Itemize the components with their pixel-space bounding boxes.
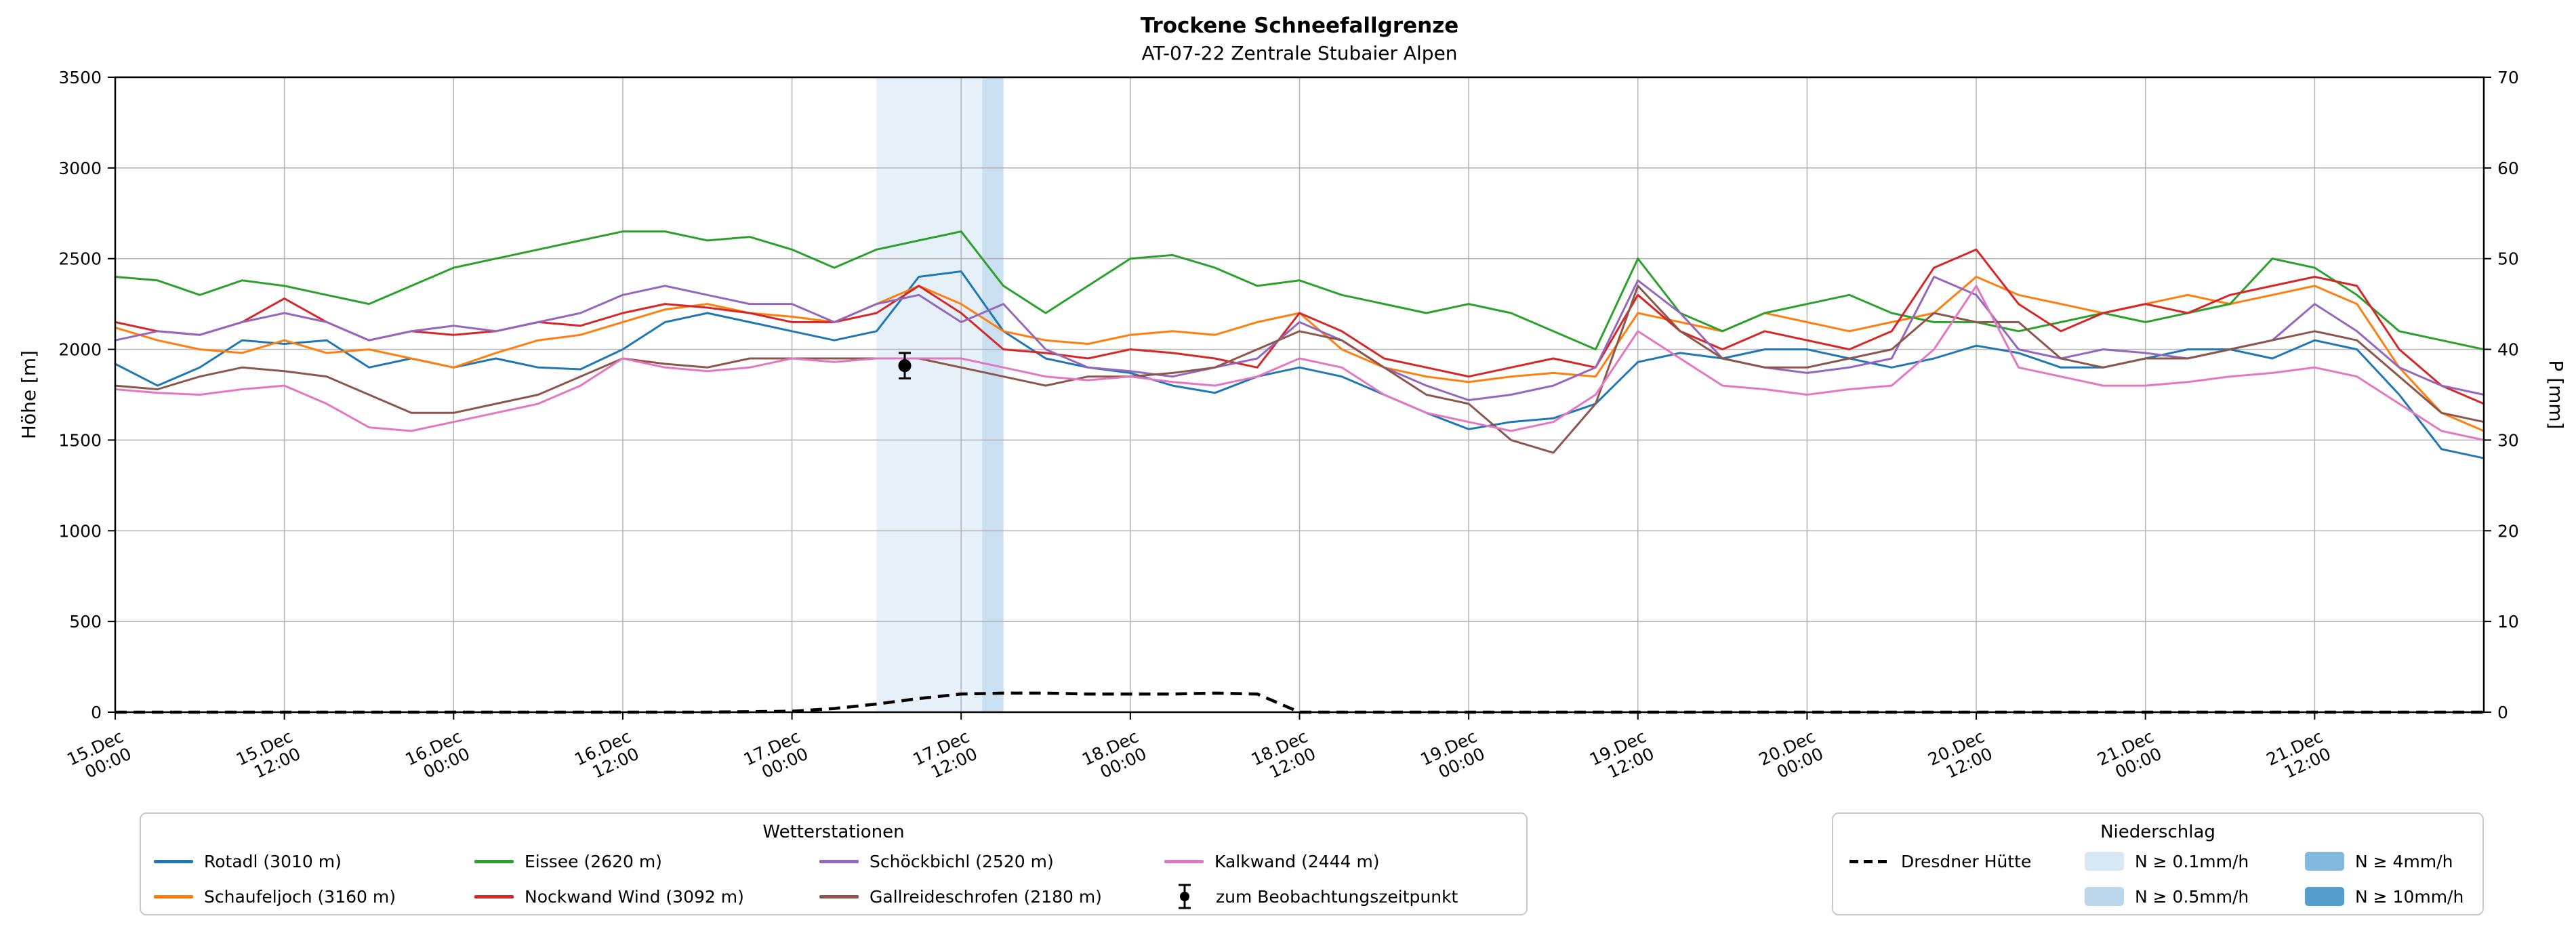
legend-entry: N ≥ 0.1mm/h (2085, 844, 2249, 879)
legend-line-sample (819, 859, 859, 863)
legend-entry: Kalkwand (2444 m) (1164, 844, 1458, 879)
legend-line-sample (474, 859, 514, 863)
legend-entry: Schaufeljoch (3160 m) (154, 879, 396, 914)
legend-entry-label: Schaufeljoch (3160 m) (204, 886, 396, 907)
x-tick-label: 16.Dec00:00 (403, 726, 473, 787)
legend-entry: Gallreideschrofen (2180 m) (819, 879, 1102, 914)
legend-column: Kalkwand (2444 m) zum Beobachtungszeitpun… (1164, 844, 1458, 914)
y-right-tick-label: 30 (2497, 430, 2519, 450)
legend-entry-label: Eissee (2620 m) (525, 851, 662, 871)
legend-entry-label: Rotadl (3010 m) (204, 851, 342, 871)
legend-entry-label: Dresdner Hütte (1901, 851, 2032, 871)
series-line-gallreideschrofen-2180-m- (114, 285, 2485, 454)
y-right-tick-label: 20 (2497, 521, 2519, 541)
x-tick-label: 21.Dec00:00 (2094, 726, 2165, 787)
series-lines (114, 230, 2485, 459)
x-tick-label: 20.Dec12:00 (1925, 726, 1995, 787)
x-tick-label: 21.Dec12:00 (2264, 726, 2334, 787)
legend-entry: zum Beobachtungszeitpunkt (1164, 879, 1458, 914)
y-right-tick-label: 40 (2497, 340, 2519, 360)
x-tick-label: 17.Dec12:00 (910, 726, 981, 787)
legend-entry: Rotadl (3010 m) (154, 844, 396, 879)
x-tick-label: 18.Dec00:00 (1079, 726, 1149, 787)
legend-entry-label: Nockwand Wind (3092 m) (525, 886, 744, 907)
legend-entry-label: N ≥ 0.5mm/h (2135, 886, 2249, 907)
legend-column: N ≥ 0.1mm/h N ≥ 0.5mm/h (2085, 844, 2249, 914)
series-line-eissee-2620-m- (114, 230, 2485, 351)
legend-wetterstationen: Wetterstationen Rotadl (3010 m) Schaufelj… (140, 812, 1528, 915)
legend-entry: Eissee (2620 m) (474, 844, 744, 879)
series-line-kalkwand-2444-m- (114, 285, 2485, 441)
y-left-tick-label: 3000 (58, 159, 102, 178)
legend-entry-label: zum Beobachtungszeitpunkt (1216, 886, 1458, 907)
y-left-tick-label: 1000 (58, 521, 102, 541)
legend-patch-sample (2085, 887, 2124, 906)
legend-entry-label: Gallreideschrofen (2180 m) (870, 886, 1102, 907)
x-tick-label: 15.Dec00:00 (64, 726, 134, 787)
legend-entry: Nockwand Wind (3092 m) (474, 879, 744, 914)
legend-line-sample (819, 894, 859, 899)
legend-entry-label: N ≥ 10mm/h (2355, 886, 2464, 907)
legend-column: Eissee (2620 m) Nockwand Wind (3092 m) (474, 844, 744, 914)
x-tick-label: 20.Dec00:00 (1756, 726, 1826, 787)
x-tick-label: 15.Dec12:00 (233, 726, 304, 787)
legend-wetterstationen-title: Wetterstationen (762, 822, 905, 842)
legend-entry-label: Schöckbichl (2520 m) (870, 851, 1054, 871)
legend-column: N ≥ 4mm/h N ≥ 10mm/h (2305, 844, 2463, 914)
y-right-tick-label: 0 (2497, 703, 2508, 722)
axes: 0 500 1000 1500 2000 2500 3000 3500 0 10 20 30 40 50 6… (18, 68, 2567, 787)
legend-line-sample (1164, 859, 1204, 863)
legend-column: Dresdner Hütte (1849, 844, 2031, 879)
y-left-tick-label: 2500 (58, 249, 102, 269)
grid (115, 77, 2484, 713)
legend-dashed-line-sample (1849, 859, 1890, 863)
x-tick-label: 17.Dec00:00 (741, 726, 811, 787)
series-line-sch-ckbichl-2520-m- (114, 276, 2485, 401)
legend-patch-sample (2305, 887, 2344, 906)
chart-title: Trockene Schneefallgrenze (1140, 14, 1459, 38)
y-left-tick-label: 3500 (58, 68, 102, 87)
y-right-axis-label: P [mm] (2545, 360, 2567, 429)
legend-line-sample (474, 894, 514, 899)
x-tick-label: 16.Dec12:00 (571, 726, 642, 787)
legend-line-sample (154, 859, 193, 863)
legend-entry: Dresdner Hütte (1849, 844, 2031, 879)
legend-entry-label: N ≥ 0.1mm/h (2135, 851, 2249, 871)
legend-entry: Schöckbichl (2520 m) (819, 844, 1102, 879)
legend-patch-sample (2305, 852, 2344, 871)
chart-subtitle: AT-07-22 Zentrale Stubaier Alpen (1141, 42, 1458, 64)
legend-entry: N ≥ 10mm/h (2305, 879, 2463, 914)
x-tick-label: 19.Dec00:00 (1418, 726, 1488, 787)
legend-entry-label: N ≥ 4mm/h (2355, 851, 2453, 871)
legend-line-sample (154, 894, 193, 899)
precip-band (982, 77, 1004, 712)
y-right-tick-label: 50 (2497, 249, 2519, 269)
y-right-tick-label: 10 (2497, 612, 2519, 632)
legend-marker-sample (1164, 881, 1205, 912)
y-left-axis-label: Höhe [m] (18, 350, 40, 439)
legend-niederschlag: Niederschlag Dresdner Hütte N ≥ 0.1mm/h N … (1832, 812, 2484, 915)
y-left-tick-label: 1500 (58, 430, 102, 450)
legend-entry-label: Kalkwand (2444 m) (1214, 851, 1380, 871)
precip-bands (876, 77, 1004, 712)
legend-column: Rotadl (3010 m) Schaufeljoch (3160 m) (154, 844, 396, 914)
y-left-tick-label: 0 (91, 703, 102, 722)
x-tick-label: 19.Dec12:00 (1587, 726, 1657, 787)
y-left-tick-label: 500 (69, 612, 102, 632)
y-right-tick-label: 70 (2497, 68, 2519, 87)
y-right-tick-label: 60 (2497, 159, 2519, 178)
legend-entry: N ≥ 0.5mm/h (2085, 879, 2249, 914)
observation-marker (898, 352, 912, 379)
legend-patch-sample (2085, 852, 2124, 871)
legend-column: Schöckbichl (2520 m) Gallreideschrofen (2… (819, 844, 1102, 914)
observation-point (898, 359, 912, 373)
legend-entry: N ≥ 4mm/h (2305, 844, 2463, 879)
legend-niederschlag-title: Niederschlag (2100, 822, 2215, 842)
series-line-rotadl-3010-m- (114, 270, 2485, 459)
x-tick-label: 18.Dec12:00 (1248, 726, 1319, 787)
y-left-tick-label: 2000 (58, 340, 102, 360)
